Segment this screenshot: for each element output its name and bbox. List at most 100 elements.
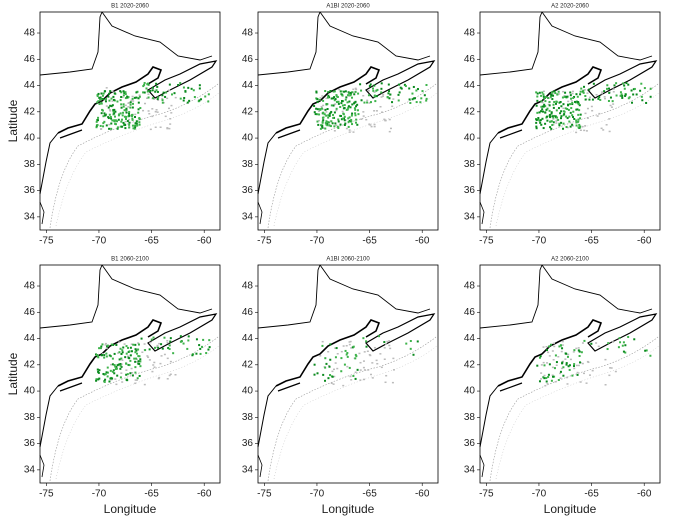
green-cell xyxy=(549,343,552,346)
gray-cell xyxy=(382,93,385,96)
green-cell xyxy=(633,87,636,90)
green-cell xyxy=(125,345,128,348)
green-cell xyxy=(324,127,327,130)
y-tick-label: 40 xyxy=(24,386,36,397)
green-cell xyxy=(558,345,561,348)
gray-cell xyxy=(160,355,163,357)
gray-cell xyxy=(388,344,391,347)
green-cell xyxy=(156,90,159,93)
green-cell xyxy=(579,113,582,116)
gray-cell xyxy=(167,107,170,110)
green-cell xyxy=(387,92,390,95)
green-cell xyxy=(169,337,172,340)
green-cell xyxy=(331,122,334,125)
green-cell xyxy=(567,365,570,368)
gray-cell xyxy=(385,343,388,345)
green-cell xyxy=(325,114,328,117)
gray-cell xyxy=(149,341,152,344)
x-tick-label: -65 xyxy=(584,236,599,247)
gray-cell xyxy=(127,102,130,104)
green-cell xyxy=(580,351,583,354)
green-cell xyxy=(346,351,349,354)
green-cell xyxy=(136,352,139,355)
green-cell xyxy=(198,344,201,347)
green-cell xyxy=(104,378,107,381)
green-cell xyxy=(102,372,105,375)
green-cell xyxy=(315,90,318,93)
gray-cell xyxy=(562,90,565,93)
gray-cell xyxy=(174,96,177,99)
green-cell xyxy=(412,353,415,356)
gray-cell xyxy=(144,102,147,105)
green-cell xyxy=(338,114,341,117)
green-cell xyxy=(137,355,140,358)
green-cell xyxy=(576,108,579,111)
green-cell xyxy=(125,352,128,355)
gray-cell xyxy=(164,115,167,118)
green-cell xyxy=(97,355,100,358)
green-cell xyxy=(413,97,416,100)
green-cell xyxy=(548,345,551,348)
green-cell xyxy=(205,352,208,355)
gray-cell xyxy=(583,372,586,375)
gray-cell xyxy=(384,119,387,122)
green-cell xyxy=(608,91,611,94)
green-cell xyxy=(115,365,118,368)
green-cell xyxy=(562,127,565,130)
green-cell xyxy=(133,357,136,360)
green-cell xyxy=(184,90,187,93)
green-cell xyxy=(321,120,324,123)
green-cell xyxy=(571,374,574,377)
green-cell xyxy=(313,373,316,376)
green-cell xyxy=(173,92,176,95)
green-cell xyxy=(408,98,411,101)
green-cell xyxy=(547,373,550,376)
green-cell xyxy=(123,92,126,95)
green-cell xyxy=(553,100,556,103)
green-cell xyxy=(619,91,622,94)
gray-cell xyxy=(166,357,169,360)
gray-cell xyxy=(345,127,348,130)
green-cell xyxy=(347,105,350,108)
green-cell xyxy=(116,364,119,367)
green-cell xyxy=(324,366,327,369)
gray-cell xyxy=(602,129,605,131)
green-cell xyxy=(369,101,372,104)
green-cell xyxy=(540,105,543,108)
gray-cell xyxy=(566,126,569,129)
green-cell xyxy=(115,367,118,370)
green-cell xyxy=(562,122,565,125)
gray-cell xyxy=(573,367,576,370)
gray-cell xyxy=(126,355,129,357)
green-cell xyxy=(97,378,100,381)
green-cell xyxy=(540,123,543,126)
gray-cell xyxy=(166,342,169,344)
green-cell xyxy=(327,116,330,119)
y-tick-label: 48 xyxy=(24,281,36,292)
green-cell xyxy=(348,92,351,95)
green-cell xyxy=(117,118,120,121)
green-cell xyxy=(539,110,542,113)
green-cell xyxy=(398,91,401,94)
gray-cell xyxy=(322,127,325,129)
green-cell xyxy=(343,363,346,366)
x-tick-label: -60 xyxy=(197,489,212,500)
green-cell xyxy=(565,115,568,118)
green-cell xyxy=(346,108,349,111)
gray-cell xyxy=(360,118,363,120)
green-cell xyxy=(124,356,127,359)
green-cell xyxy=(187,339,190,342)
green-cell xyxy=(548,109,551,112)
green-cell xyxy=(330,110,333,113)
gray-cell xyxy=(584,112,587,115)
gray-cell xyxy=(373,125,376,128)
y-tick-label: 44 xyxy=(24,80,36,91)
y-tick-label: 38 xyxy=(464,159,476,170)
gray-cell xyxy=(104,99,107,101)
gray-cell xyxy=(147,93,150,95)
gray-cell xyxy=(362,94,365,97)
green-cell xyxy=(328,96,331,99)
gray-cell xyxy=(567,100,570,103)
y-tick-label: 36 xyxy=(242,438,254,449)
green-cell xyxy=(565,126,568,129)
